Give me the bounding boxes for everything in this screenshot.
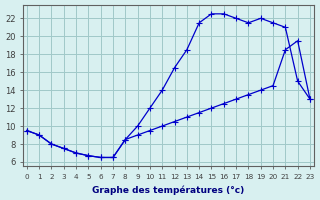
X-axis label: Graphe des températures (°c): Graphe des températures (°c) (92, 186, 244, 195)
